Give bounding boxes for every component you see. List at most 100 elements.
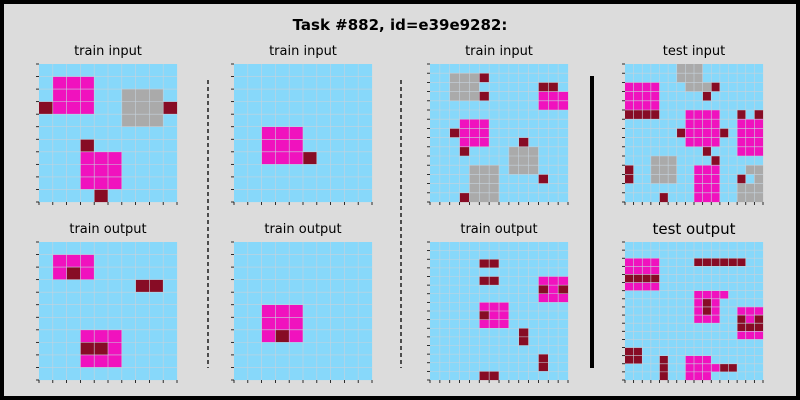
grid-cell bbox=[548, 328, 559, 337]
grid-cell bbox=[358, 101, 373, 115]
grid-cell bbox=[316, 139, 331, 152]
grid-cell bbox=[633, 323, 643, 332]
grid-cell bbox=[650, 174, 660, 184]
grid-cell bbox=[489, 137, 500, 147]
grid-cell bbox=[676, 306, 686, 316]
grid-cell bbox=[489, 311, 500, 320]
grid-cell bbox=[548, 293, 559, 303]
grid-cell bbox=[121, 367, 136, 381]
grid-cell bbox=[430, 146, 440, 157]
grid-cell bbox=[650, 100, 660, 111]
grid-cell bbox=[439, 82, 450, 92]
grid-cell bbox=[449, 146, 460, 157]
grid-cell bbox=[625, 156, 634, 166]
grid-cell bbox=[358, 139, 373, 152]
grid-cell bbox=[754, 306, 764, 316]
grid-cell bbox=[135, 342, 150, 356]
grid-cell bbox=[459, 128, 470, 138]
grid-cell bbox=[745, 282, 755, 291]
grid-cell bbox=[694, 82, 703, 92]
grid-cell bbox=[108, 354, 122, 368]
grid-cell bbox=[625, 82, 634, 92]
grid-cell bbox=[449, 336, 460, 346]
grid-cell bbox=[479, 119, 490, 129]
grid-cell bbox=[439, 259, 450, 268]
grid-cell bbox=[737, 315, 746, 324]
grid-cell bbox=[121, 267, 136, 280]
grid-cell bbox=[754, 282, 764, 291]
grid-cell bbox=[316, 114, 331, 127]
grid-cell bbox=[66, 267, 81, 280]
grid-cell bbox=[479, 328, 490, 337]
grid-cell bbox=[439, 64, 450, 74]
grid-cell bbox=[650, 64, 660, 74]
grid-cell bbox=[66, 64, 81, 77]
grid-cell bbox=[135, 89, 150, 102]
grid-cell bbox=[711, 323, 720, 332]
grid-cell bbox=[548, 285, 559, 294]
grid-cell bbox=[344, 76, 359, 90]
grid-cell bbox=[247, 164, 262, 178]
grid-cell bbox=[66, 279, 81, 293]
grid-cell bbox=[499, 336, 509, 346]
grid-cell bbox=[676, 146, 686, 157]
grid-cell bbox=[289, 139, 304, 152]
grid-cell bbox=[685, 274, 695, 283]
grid-cell bbox=[303, 267, 317, 280]
grid-cell bbox=[479, 192, 490, 203]
grid-cell bbox=[737, 64, 746, 74]
grid-cell bbox=[518, 100, 529, 111]
grid-cell bbox=[737, 298, 746, 308]
grid-cell bbox=[668, 347, 677, 356]
grid-cell bbox=[558, 362, 569, 372]
grid-cell bbox=[330, 317, 345, 330]
grid-cell bbox=[528, 362, 539, 372]
grid-cell bbox=[754, 331, 764, 340]
grid-cell bbox=[289, 354, 304, 368]
grid-cell bbox=[719, 91, 729, 101]
grid-cell bbox=[52, 367, 67, 381]
grid-cell bbox=[659, 306, 669, 316]
grid-cell bbox=[459, 285, 470, 294]
grid-cell bbox=[469, 146, 480, 157]
grid-cell bbox=[754, 174, 764, 184]
panel-title: test input bbox=[662, 44, 726, 59]
grid-cell bbox=[538, 146, 549, 157]
grid-cell bbox=[633, 274, 643, 283]
grid-cell bbox=[659, 371, 669, 381]
grid-cell bbox=[659, 266, 669, 275]
grid-cell bbox=[149, 342, 164, 356]
grid-cell bbox=[518, 319, 529, 329]
grid-cell bbox=[754, 290, 764, 299]
grid-cell bbox=[508, 242, 519, 251]
grid-cell bbox=[719, 323, 729, 332]
grid-cell bbox=[135, 242, 150, 255]
grid-cell bbox=[685, 282, 695, 291]
grid-cell bbox=[676, 110, 686, 120]
grid-cell bbox=[711, 82, 720, 92]
grid-cell bbox=[449, 267, 460, 277]
grid-cell bbox=[685, 110, 695, 120]
grid-cell bbox=[52, 329, 67, 343]
grid-cell bbox=[538, 64, 549, 74]
grid-cell bbox=[668, 371, 677, 381]
grid-cell bbox=[499, 319, 509, 329]
grid-cell bbox=[247, 304, 262, 318]
grid-cell bbox=[289, 189, 304, 203]
grid-cell bbox=[39, 354, 53, 368]
grid-cell bbox=[642, 323, 651, 332]
grid-cell bbox=[659, 137, 669, 147]
grid-cell bbox=[52, 242, 67, 255]
grid-cell bbox=[135, 126, 150, 140]
grid-cell bbox=[728, 355, 738, 364]
grid-cell bbox=[289, 101, 304, 115]
grid-cell bbox=[479, 267, 490, 277]
grid-cell bbox=[39, 367, 53, 381]
grid-cell bbox=[518, 73, 529, 83]
grid-cell bbox=[685, 323, 695, 332]
grid-cell bbox=[558, 110, 569, 120]
grid-cell bbox=[499, 311, 509, 320]
grid-cell bbox=[439, 336, 450, 346]
grid-cell bbox=[499, 354, 509, 363]
grid-cell bbox=[149, 317, 164, 330]
